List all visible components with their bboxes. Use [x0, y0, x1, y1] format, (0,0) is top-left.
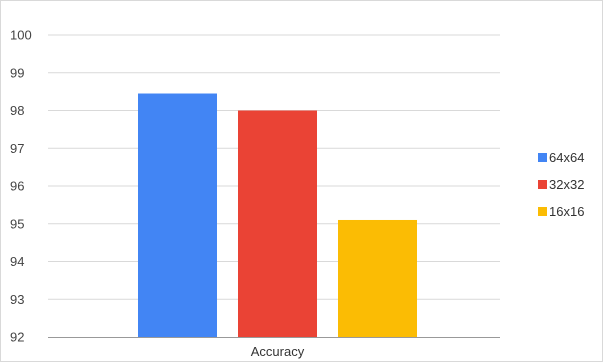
legend-label: 16x16	[549, 204, 584, 219]
y-tick-label: 96	[10, 179, 24, 194]
legend-label: 64x64	[549, 150, 584, 165]
y-tick-label: 97	[10, 141, 24, 156]
y-tick-label: 94	[10, 254, 24, 269]
legend-swatch	[538, 153, 547, 162]
y-tick-label: 95	[10, 216, 24, 231]
y-tick-label: 92	[10, 330, 24, 345]
y-tick-label: 98	[10, 103, 24, 118]
bar-64x64	[138, 93, 217, 337]
bars	[138, 93, 417, 337]
legend: 64x64 32x32 16x16	[538, 150, 584, 219]
bar-32x32	[238, 110, 317, 337]
legend-swatch	[538, 207, 547, 216]
x-category-label: Accuracy	[251, 344, 305, 359]
y-tick-label: 93	[10, 292, 24, 307]
legend-label: 32x32	[549, 177, 584, 192]
y-tick-label: 99	[10, 65, 24, 80]
bar-16x16	[338, 219, 417, 337]
legend-swatch	[538, 180, 547, 189]
y-tick-label: 100	[10, 28, 32, 43]
x-axis-category-labels: Accuracy	[251, 344, 305, 359]
y-axis-tick-labels: 92 93 94 95 96 97 98 99 100	[10, 28, 32, 345]
